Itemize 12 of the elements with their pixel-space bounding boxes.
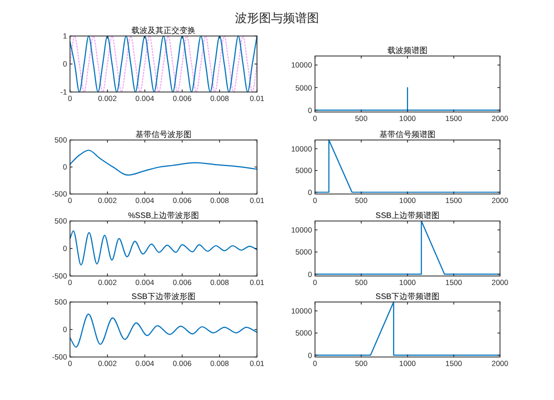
chart-title: SSB下边带波形图 [131, 292, 196, 301]
chart-title: 基带信号频谱图 [380, 130, 436, 139]
line-series [69, 150, 258, 176]
chart-title: SSB上边带频谱图 [375, 211, 440, 220]
chart-title: SSB下边带频谱图 [375, 292, 440, 301]
chart-title: 波形图与频谱图 [235, 11, 319, 25]
line-series [69, 230, 258, 266]
chart-title: 基带信号波形图 [136, 130, 192, 139]
chart-title: %SSB上边带波形图 [128, 211, 200, 220]
chart-title: 载波频谱图 [388, 46, 428, 55]
chart-subtitle: 载波及其正交变换 [132, 26, 196, 35]
line-series [69, 314, 258, 348]
